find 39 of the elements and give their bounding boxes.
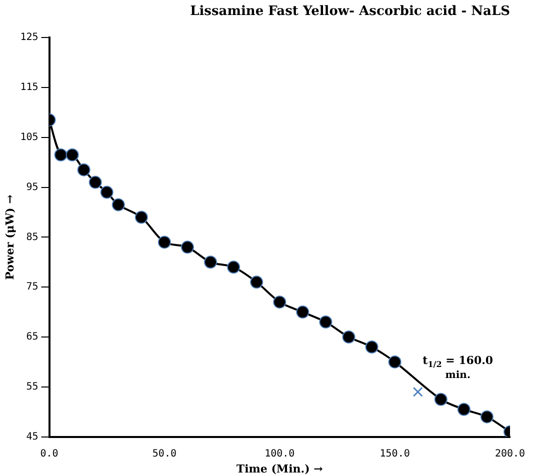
point: [412, 386, 423, 397]
point: [66, 148, 79, 162]
point: [88, 176, 102, 189]
y-tick-label: 85: [26, 232, 38, 243]
x-tick-label: 50.0: [152, 448, 176, 460]
point: [388, 355, 402, 368]
point: [365, 340, 378, 354]
y-tick-label: 95: [26, 182, 38, 193]
point: [100, 186, 114, 199]
y-tick-label: 75: [26, 282, 38, 293]
point: [319, 316, 332, 329]
point: [342, 330, 356, 344]
point: [112, 198, 125, 212]
point: [134, 210, 148, 224]
y-tick-label: 105: [20, 132, 38, 143]
chart-title: Lissamine Fast Yellow- Ascorbic acid - NaLS: [190, 4, 510, 20]
point: [273, 296, 286, 309]
point: [250, 276, 264, 289]
y-tick-label: 45: [26, 431, 38, 442]
x-tick-label: 100.0: [264, 448, 295, 460]
x-tick-label: 0.0: [40, 448, 58, 460]
x-tick-label: 200.0: [494, 448, 526, 460]
y-tick-label: 55: [26, 381, 38, 392]
x-tick-label: 150.0: [380, 448, 410, 460]
point: [480, 410, 494, 424]
point: [434, 392, 448, 406]
point: [227, 260, 240, 274]
y-tick-label: 115: [20, 82, 38, 94]
x-axis-title: Time (Min.) →: [236, 462, 323, 476]
point: [296, 306, 310, 319]
point: [77, 163, 90, 176]
point: [457, 402, 470, 416]
point: [54, 148, 68, 162]
point: [204, 256, 218, 269]
y-tick-label: 65: [26, 332, 38, 343]
point: [158, 236, 171, 249]
point: [180, 240, 194, 254]
y-axis-title: Power (μW) →: [3, 194, 16, 280]
y-tick-label: 125: [20, 32, 38, 44]
